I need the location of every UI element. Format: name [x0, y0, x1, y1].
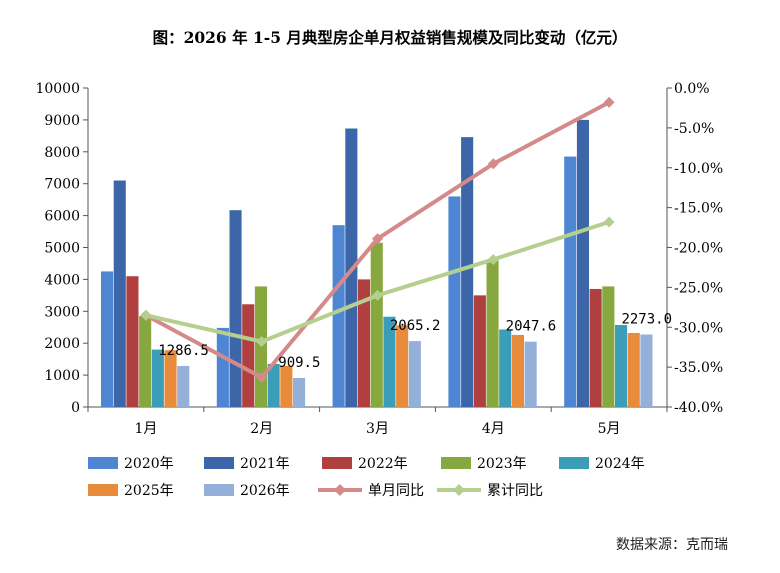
y-left-tick-label: 0 — [71, 400, 80, 416]
y-left-tick-label: 6000 — [44, 209, 80, 225]
data-label: 2047.6 — [506, 319, 557, 335]
y-left-tick-label: 5000 — [44, 241, 80, 257]
bar-2021年 — [576, 119, 589, 408]
legend-swatch-2022年 — [322, 457, 352, 469]
data-label: 2065.2 — [390, 318, 441, 334]
bar-2022年 — [126, 276, 139, 407]
legend-label: 单月同比 — [368, 483, 424, 499]
y-right-tick-label: -20.0% — [674, 241, 723, 257]
bar-2024年 — [615, 325, 628, 407]
bar-2024年 — [499, 329, 512, 407]
bar-2026年 — [524, 341, 537, 407]
y-left-tick-label: 10000 — [35, 81, 80, 97]
marker-累计同比 — [603, 216, 615, 228]
bar-2022年 — [358, 279, 371, 407]
marker-单月同比 — [487, 158, 499, 170]
data-label: 1286.5 — [158, 343, 209, 359]
x-tick-label: 3月 — [366, 421, 389, 437]
x-tick-label: 1月 — [134, 421, 157, 437]
marker-单月同比 — [603, 96, 615, 108]
bar-2026年 — [177, 365, 190, 407]
y-right-tick-label: -5.0% — [674, 121, 714, 137]
legend-marker-累计同比 — [453, 484, 465, 496]
bar-2023年 — [139, 316, 152, 407]
y-right-tick-label: 0.0% — [674, 81, 710, 97]
y-right-tick-label: -10.0% — [674, 161, 723, 177]
bar-2022年 — [589, 288, 602, 407]
marker-累计同比 — [372, 289, 383, 301]
legend-label: 2022年 — [358, 456, 408, 472]
bar-2022年 — [473, 295, 486, 407]
y-left-tick-label: 8000 — [44, 145, 80, 161]
y-left-tick-label: 4000 — [44, 272, 80, 288]
bar-2023年 — [602, 286, 615, 407]
bar-2024年 — [383, 316, 396, 407]
y-right-tick-label: -30.0% — [674, 320, 723, 336]
legend-swatch-2020年 — [88, 457, 118, 469]
bar-2020年 — [448, 196, 461, 407]
bar-2021年 — [229, 210, 242, 407]
bar-2020年 — [332, 225, 345, 407]
y-right-tick-label: -15.0% — [674, 201, 723, 217]
y-left-tick-label: 9000 — [44, 113, 80, 129]
data-source: 数据来源：克而瑞 — [616, 537, 728, 553]
y-left-tick-label: 7000 — [44, 177, 80, 193]
bar-2024年 — [151, 349, 164, 407]
bar-2020年 — [564, 156, 577, 407]
bar-2026年 — [640, 334, 653, 407]
legend-marker-单月同比 — [334, 484, 346, 496]
bar-2025年 — [164, 350, 177, 407]
legend-swatch-2026年 — [204, 484, 234, 496]
data-label: 2273.0 — [621, 311, 672, 327]
data-label: 909.5 — [278, 355, 320, 371]
legend-label: 2024年 — [595, 456, 645, 472]
bar-2020年 — [216, 327, 229, 407]
bar-2025年 — [511, 334, 524, 407]
marker-累计同比 — [140, 309, 152, 321]
bar-2025年 — [280, 365, 293, 407]
bar-2025年 — [396, 325, 409, 407]
legend-label: 累计同比 — [487, 483, 543, 499]
marker-累计同比 — [256, 336, 268, 348]
bar-2020年 — [101, 271, 114, 407]
marker-单月同比 — [256, 371, 268, 383]
bar-2023年 — [370, 242, 383, 407]
legend-label: 2021年 — [240, 456, 290, 472]
bar-2025年 — [627, 332, 640, 407]
y-left-tick-label: 1000 — [44, 368, 80, 384]
bar-2026年 — [293, 377, 306, 407]
x-tick-label: 4月 — [482, 421, 505, 437]
y-right-tick-label: -40.0% — [674, 400, 723, 416]
y-left-tick-label: 3000 — [44, 304, 80, 320]
legend-label: 2020年 — [124, 456, 174, 472]
legend-label: 2026年 — [240, 483, 290, 499]
legend-label: 2025年 — [124, 483, 174, 499]
y-right-tick-label: -25.0% — [674, 280, 723, 296]
legend-swatch-2024年 — [559, 457, 589, 469]
marker-单月同比 — [372, 233, 383, 245]
bar-2022年 — [242, 304, 255, 407]
bar-2023年 — [486, 260, 499, 407]
bar-2024年 — [267, 363, 280, 407]
legend-swatch-2025年 — [88, 484, 118, 496]
x-tick-label: 5月 — [598, 421, 621, 437]
bar-2021年 — [113, 180, 126, 407]
legend-swatch-2023年 — [441, 457, 471, 469]
bar-2023年 — [254, 286, 267, 407]
bar-2021年 — [461, 137, 474, 407]
marker-累计同比 — [487, 253, 499, 265]
legend-swatch-2021年 — [204, 457, 234, 469]
bar-2026年 — [408, 341, 421, 407]
y-left-tick-label: 2000 — [44, 336, 80, 352]
y-right-tick-label: -35.0% — [674, 360, 723, 376]
x-tick-label: 2月 — [250, 421, 273, 437]
legend-label: 2023年 — [477, 456, 527, 472]
chart-title: 图：2026 年 1-5 月典型房企单月权益销售规模及同比变动（亿元） — [152, 28, 628, 47]
